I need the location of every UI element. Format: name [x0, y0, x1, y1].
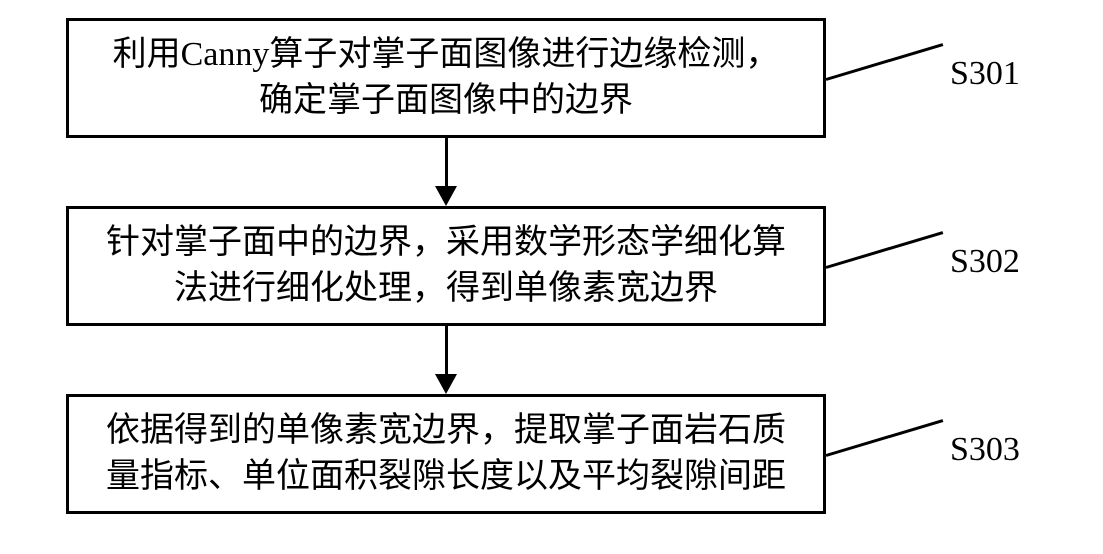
step-text-s303: 依据得到的单像素宽边界，提取掌子面岩石质 量指标、单位面积裂隙长度以及平均裂隙间… [106, 408, 786, 500]
step-label-s303: S303 [950, 431, 1020, 469]
step-label-s301: S301 [950, 55, 1020, 93]
label-connector-s301 [826, 43, 944, 81]
step-box-s301: 利用Canny算子对掌子面图像进行边缘检测， 确定掌子面图像中的边界 [66, 18, 826, 138]
step-label-s302: S302 [950, 243, 1020, 281]
arrow-head-icon [435, 186, 457, 206]
step-box-s303: 依据得到的单像素宽边界，提取掌子面岩石质 量指标、单位面积裂隙长度以及平均裂隙间… [66, 394, 826, 514]
label-connector-s302 [826, 231, 944, 269]
flowchart-canvas: 利用Canny算子对掌子面图像进行边缘检测， 确定掌子面图像中的边界 S301 … [0, 0, 1103, 554]
label-connector-s303 [826, 419, 944, 457]
step-box-s302: 针对掌子面中的边界，采用数学形态学细化算 法进行细化处理，得到单像素宽边界 [66, 206, 826, 326]
arrow-shaft [445, 138, 448, 186]
step-text-s301: 利用Canny算子对掌子面图像进行边缘检测， 确定掌子面图像中的边界 [113, 32, 780, 124]
step-text-s302: 针对掌子面中的边界，采用数学形态学细化算 法进行细化处理，得到单像素宽边界 [106, 220, 786, 312]
arrow-shaft [445, 326, 448, 374]
arrow-head-icon [435, 374, 457, 394]
